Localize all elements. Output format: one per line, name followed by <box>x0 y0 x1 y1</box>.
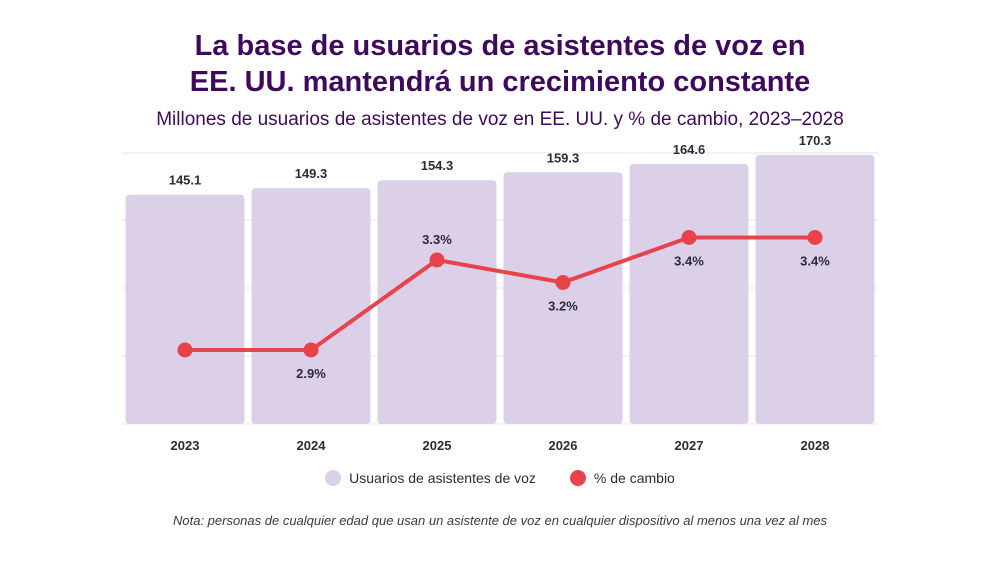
bar-2026 <box>503 172 623 424</box>
legend-item-change: % de cambio <box>569 470 675 486</box>
bar-layer <box>125 154 875 424</box>
change-point-2027 <box>681 230 697 245</box>
label-layer: 145.1 2023 149.3 2024 154.3 2025 159.3 2026 164.… <box>169 133 832 453</box>
change-point-2028 <box>807 230 823 245</box>
legend: Usuarios de asistentes de voz % de cambi… <box>0 470 1000 486</box>
x-tick-label-2024: 2024 <box>297 438 327 453</box>
change-label-2026: 3.2% <box>548 299 578 314</box>
change-label-2025: 3.3% <box>422 232 452 247</box>
chart-subtitle: Millones de usuarios de asistentes de vo… <box>156 109 844 130</box>
bar-2024 <box>251 188 371 424</box>
x-tick-label-2023: 2023 <box>171 438 200 453</box>
x-tick-label-2028: 2028 <box>801 438 830 453</box>
change-label-2028: 3.4% <box>800 254 830 269</box>
legend-item-users: Usuarios de asistentes de voz <box>325 470 536 486</box>
chart-title-line-1: La base de usuarios de asistentes de voz… <box>194 30 806 62</box>
bar-value-label-2028: 170.3 <box>799 133 832 148</box>
change-label-2024: 2.9% <box>296 366 326 381</box>
bar-value-label-2027: 164.6 <box>673 142 706 157</box>
footnote: Nota: personas de cualquier edad que usa… <box>172 513 828 528</box>
change-point-2024 <box>303 342 319 358</box>
line-layer <box>177 230 823 358</box>
grid-layer <box>122 152 878 425</box>
change-line <box>183 235 817 352</box>
bar-value-label-2024: 149.3 <box>295 166 328 181</box>
bar-2025 <box>377 180 497 424</box>
change-label-2027: 3.4% <box>674 254 704 269</box>
legend-swatch-change <box>569 470 586 486</box>
bar-2028 <box>755 154 875 424</box>
change-point-2023 <box>177 342 193 358</box>
legend-label-change: % de cambio <box>593 470 675 486</box>
x-tick-label-2026: 2026 <box>549 438 578 453</box>
x-tick-label-2027: 2027 <box>675 438 704 453</box>
bar-2023 <box>125 194 245 424</box>
legend-label-users: Usuarios de asistentes de voz <box>349 470 536 486</box>
legend-swatch-users <box>325 470 342 486</box>
change-point-2025 <box>429 252 445 268</box>
x-tick-label-2025: 2025 <box>423 438 452 453</box>
bar-value-label-2023: 145.1 <box>169 173 202 188</box>
bar-2027 <box>629 163 749 424</box>
change-point-2026 <box>555 275 571 290</box>
bar-value-label-2025: 154.3 <box>421 158 454 173</box>
chart-title: La base de usuarios de asistentes de voz… <box>0 28 1000 100</box>
chart-title-line-2: EE. UU. mantendrá un crecimiento constan… <box>189 66 811 98</box>
bar-value-label-2026: 159.3 <box>547 150 580 165</box>
